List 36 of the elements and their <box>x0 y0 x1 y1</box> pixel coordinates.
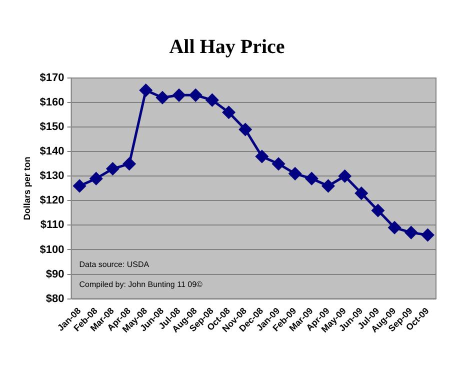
point <box>305 172 318 185</box>
y-tick-label: $80 <box>46 292 64 305</box>
point <box>222 106 236 119</box>
y-tick-label: $100 <box>40 244 64 256</box>
point <box>338 170 352 182</box>
point <box>106 162 119 176</box>
y-tick-label: $140 <box>40 146 64 158</box>
point <box>322 180 334 192</box>
point <box>288 167 302 180</box>
y-tick-label: $170 <box>40 72 64 84</box>
point <box>189 88 202 102</box>
y-tick-label: $150 <box>40 121 64 134</box>
point <box>388 221 401 234</box>
point <box>256 150 268 163</box>
y-tick-label: $120 <box>40 194 64 207</box>
point <box>421 228 434 242</box>
point <box>355 187 368 200</box>
y-tick-label: $110 <box>40 219 64 232</box>
y-tick-label: $90 <box>46 268 64 280</box>
point <box>90 172 102 185</box>
y-tick-label: $160 <box>40 96 64 109</box>
point <box>172 88 186 102</box>
annotation: Compiled by: John Bunting 11 09© <box>79 280 203 289</box>
annotation: Data source: USDA <box>79 260 150 269</box>
point <box>73 180 86 192</box>
y-tick-label: $130 <box>40 170 64 182</box>
point <box>404 226 418 239</box>
point <box>140 84 152 97</box>
point <box>239 123 252 136</box>
point <box>156 91 169 104</box>
y-axis-title: Dollars per ton <box>22 156 32 220</box>
point <box>272 158 285 170</box>
point <box>206 94 218 106</box>
point <box>123 158 136 170</box>
chart-title: All Hay Price <box>169 36 285 58</box>
point <box>372 204 384 217</box>
